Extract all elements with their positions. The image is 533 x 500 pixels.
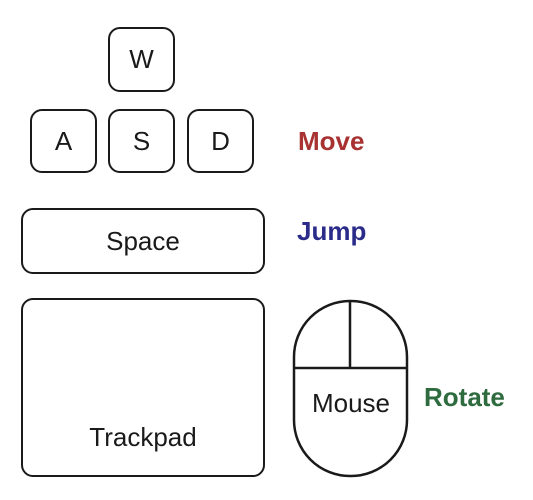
key-d-label: D: [211, 125, 230, 156]
move-label: Move: [298, 126, 365, 156]
key-s-label: S: [132, 125, 151, 156]
key-a: A: [30, 109, 97, 173]
rotate-label: Rotate: [424, 382, 505, 412]
key-space-label: Space: [106, 225, 180, 256]
trackpad: Trackpad: [21, 298, 265, 477]
trackpad-label: Trackpad: [89, 422, 197, 452]
key-d: D: [187, 109, 254, 173]
key-s: S: [108, 109, 175, 173]
key-w-label: W: [129, 44, 154, 74]
mouse-icon: [292, 299, 409, 478]
mouse-label: Mouse: [311, 388, 391, 418]
jump-label: Jump: [297, 216, 367, 246]
key-a-label: A: [54, 125, 73, 156]
key-w: W: [108, 27, 175, 92]
key-space: Space: [21, 208, 265, 274]
